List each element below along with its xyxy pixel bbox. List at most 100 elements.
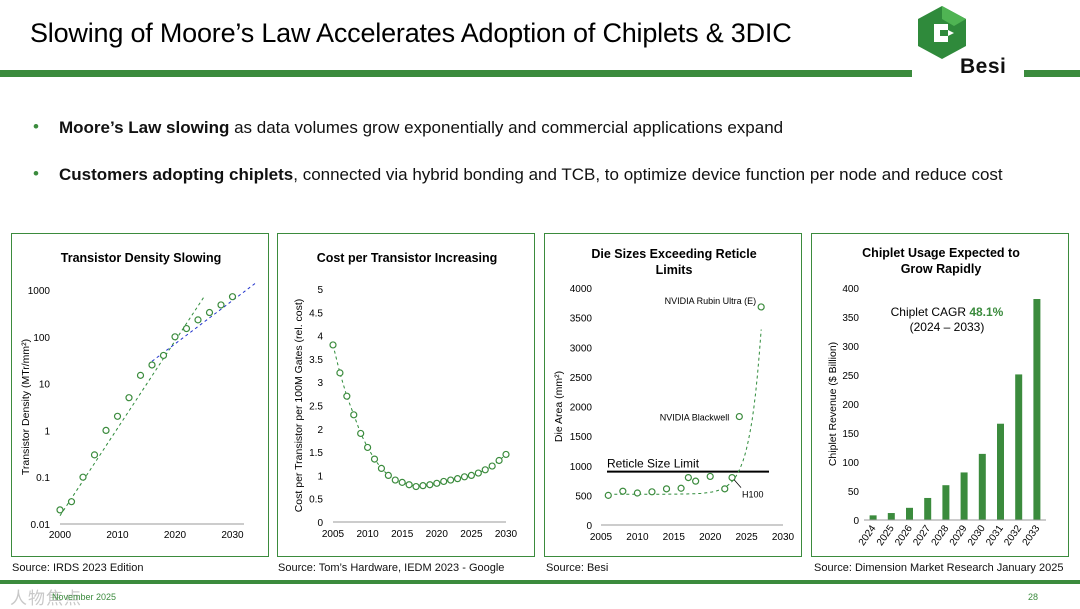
reticle-limit-label: Reticle Size Limit [607, 457, 700, 471]
data-point [125, 394, 133, 402]
trend-curve [608, 329, 762, 495]
data-point [182, 324, 191, 333]
chart-title: Limits [656, 263, 693, 277]
bar [869, 515, 877, 520]
data-point [370, 455, 379, 463]
data-point [604, 491, 612, 499]
chart-density: Transistor Density Slowing 0.01 0.1 1 10 100 1… [20, 251, 256, 541]
data-point [735, 412, 743, 421]
y-tick-label: 100 [842, 458, 859, 469]
bullet-bold: Customers adopting chiplets [59, 165, 294, 184]
trend-line [332, 344, 507, 488]
y-tick-label: 1 [317, 471, 323, 482]
data-point [728, 474, 736, 482]
bar [906, 507, 913, 520]
y-tick-label: 5 [317, 285, 323, 296]
data-point [502, 450, 510, 459]
bar [997, 423, 1004, 520]
bar [887, 513, 895, 520]
logo-text: Besi [960, 55, 1007, 78]
bar [1033, 299, 1041, 520]
data-point [412, 482, 420, 491]
data-point [440, 477, 448, 486]
annotation-blackwell: NVIDIA Blackwell [660, 413, 730, 423]
y-tick-label: 0.1 [36, 473, 50, 484]
y-tick-label: 2.5 [309, 402, 323, 413]
x-tick-label: 2025 [460, 529, 483, 540]
besi-logo-icon [918, 6, 966, 59]
x-tick-label: 2029 [948, 523, 970, 548]
x-tick-label: 2010 [356, 529, 379, 540]
data-point [343, 392, 351, 400]
cagr-value: 48.1% [969, 305, 1003, 319]
data-point [90, 451, 99, 459]
chart-cost: Cost per Transistor Increasing 0 0.5 1 1.5 2 2… [293, 251, 518, 540]
y-tick-label: 3 [317, 378, 323, 389]
y-axis-label: Chiplet Revenue ($ Billion) [827, 342, 839, 466]
bar [960, 472, 968, 520]
data-point [495, 456, 503, 465]
page-title: Slowing of Moore’s Law Accelerates Adopt… [30, 18, 792, 48]
x-tick-label: 2000 [49, 530, 72, 541]
chart-title: Grow Rapidly [901, 262, 982, 276]
x-tick-label: 2033 [1021, 523, 1043, 548]
bullet-item: • Moore’s Law slowing as data volumes gr… [33, 117, 1073, 138]
watermark: 人物焦点 [10, 589, 82, 608]
page-number: 28 [1028, 592, 1039, 602]
bar [1015, 374, 1023, 520]
annotation-leader [733, 479, 742, 488]
chart-die: Die Sizes Exceeding Reticle Limits 0 500 100… [553, 247, 795, 543]
x-tick-label: 2005 [590, 532, 613, 543]
data-point [391, 476, 399, 484]
footer-rule [0, 580, 1080, 584]
data-point [706, 472, 714, 481]
y-tick-label: 1.5 [309, 448, 323, 459]
data-point [460, 473, 469, 481]
cagr-period: (2024 – 2033) [910, 320, 985, 334]
data-point [79, 473, 87, 481]
bullet-text: , connected via hybrid bonding and TCB, … [293, 165, 1003, 184]
cagr-label: Chiplet CAGR [891, 305, 970, 319]
data-point [136, 371, 145, 379]
y-tick-label: 3.5 [309, 355, 323, 366]
y-tick-label: 1000 [570, 462, 593, 473]
x-tick-label: 2020 [699, 532, 722, 543]
annotation-rubin: NVIDIA Rubin Ultra (E) [665, 296, 757, 306]
y-tick-label: 300 [842, 342, 859, 353]
source-die: Source: Besi [546, 562, 609, 574]
chart-title: Chiplet Usage Expected to [862, 246, 1020, 260]
data-point [336, 369, 344, 377]
data-point [102, 426, 110, 434]
y-tick-label: 2000 [570, 403, 593, 414]
trend-line-early [59, 296, 205, 517]
data-point [757, 303, 765, 311]
data-point [419, 482, 427, 490]
bar [924, 497, 932, 520]
chart-title: Cost per Transistor Increasing [317, 251, 498, 265]
y-axis-label: Die Area (mm²) [553, 371, 565, 442]
bullet-bold: Moore’s Law slowing [59, 118, 230, 137]
bar [942, 485, 950, 520]
x-tick-label: 2015 [663, 532, 686, 543]
data-point [171, 333, 179, 341]
chart-title: Transistor Density Slowing [61, 251, 221, 265]
data-point [350, 411, 358, 419]
header-rule-left [0, 70, 912, 77]
x-tick-label: 2024 [857, 523, 879, 548]
y-tick-label: 200 [842, 400, 859, 411]
source-chiplet: Source: Dimension Market Research Januar… [814, 562, 1064, 574]
y-tick-label: 0.5 [309, 495, 323, 506]
x-tick-label: 2026 [893, 523, 915, 548]
x-tick-label: 2015 [391, 529, 414, 540]
x-tick-label: 2010 [106, 530, 129, 541]
data-point [662, 485, 671, 493]
y-tick-label: 350 [842, 313, 859, 324]
data-point [692, 477, 700, 485]
x-tick-label: 2010 [626, 532, 649, 543]
bullet-text: as data volumes grow exponentially and c… [229, 118, 784, 137]
x-tick-label: 2025 [735, 532, 758, 543]
chart-panel-density: Transistor Density Slowing 0.01 0.1 1 10 100 1… [11, 233, 269, 557]
bullet-dot-icon: • [33, 117, 39, 136]
data-point [148, 361, 156, 369]
y-tick-label: 400 [842, 284, 859, 295]
